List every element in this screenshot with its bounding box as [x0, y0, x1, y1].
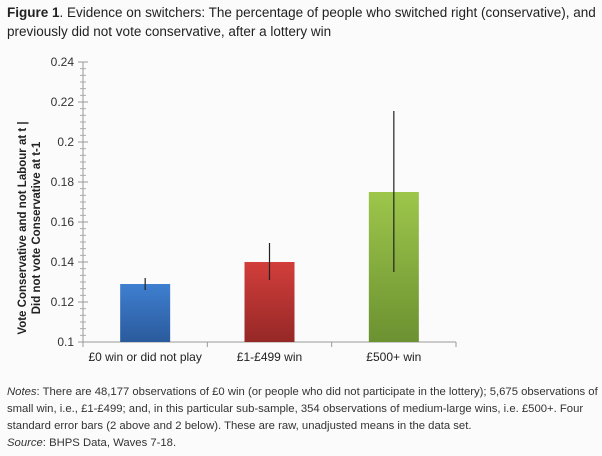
x-tick-label: £1-£499 win [237, 350, 302, 364]
bar-chart: 0.1 0.12 0.14 0.16 0.18 0.2 0.22 0.24 £0 win or … [17, 55, 457, 364]
caption-text: . Evidence on switchers: The percentage … [7, 5, 596, 39]
figure-caption: Figure 1. Evidence on switchers: The per… [7, 3, 597, 41]
y-tick-label: 0.14 [51, 255, 75, 269]
y-tick-label: 0.2 [57, 135, 74, 149]
y-tick-label: 0.24 [51, 55, 75, 69]
figure-label: Figure 1 [7, 5, 60, 20]
y-tick-label: 0.1 [57, 335, 74, 349]
y-tick-label: 0.18 [51, 175, 75, 189]
y-tick-label: 0.16 [51, 215, 75, 229]
x-tick-label: £0 win or did not play [88, 350, 201, 364]
bar [120, 284, 171, 342]
source-text: : BHPS Data, Waves 7-18. [42, 437, 177, 449]
y-axis-label-line1: Vote Conservative and not Labour at t | [17, 121, 29, 334]
y-tick-label: 0.12 [51, 295, 75, 309]
y-tick-label: 0.22 [51, 95, 75, 109]
y-axis-label-line2: Did not vote Conservative at t-1 [31, 141, 43, 314]
figure-notes: Notes: There are 48,177 observations of … [7, 384, 599, 452]
notes-label: Notes [7, 386, 37, 398]
notes-text: : There are 48,177 observations of £0 wi… [7, 386, 598, 432]
source-label: Source [7, 437, 43, 449]
x-tick-label: £500+ win [366, 350, 421, 364]
